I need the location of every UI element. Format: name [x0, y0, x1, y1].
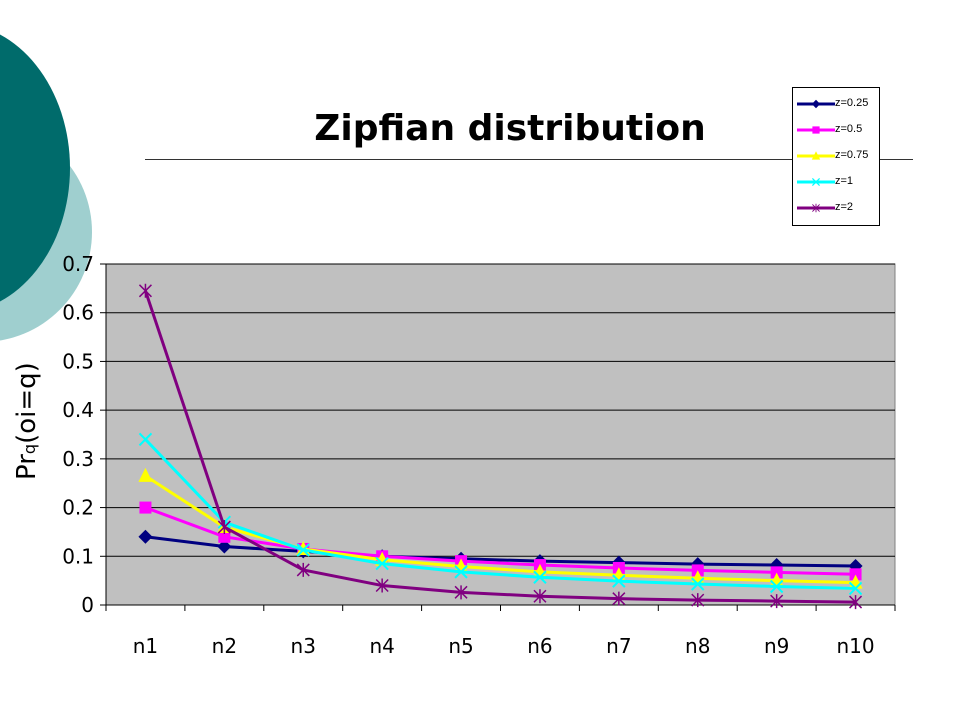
x-tick-label: n10	[836, 634, 874, 658]
legend-swatch	[797, 151, 835, 160]
y-tick-label: 0.6	[62, 301, 94, 325]
data-point	[454, 565, 468, 579]
data-point	[533, 570, 547, 584]
series-line	[144, 290, 856, 604]
y-axis-label: Prq(oi=q)	[12, 362, 42, 480]
data-point	[375, 556, 389, 571]
data-point	[217, 539, 232, 554]
y-axis-label-main: Pr	[12, 454, 42, 480]
legend-marker	[812, 203, 820, 213]
legend-item: z=0.75	[793, 144, 879, 168]
y-tick-label: 0.3	[62, 447, 94, 471]
legend-swatch	[797, 203, 835, 213]
data-point	[691, 593, 705, 608]
legend-label: z=0.25	[835, 97, 869, 109]
data-point	[375, 578, 389, 593]
y-tick-label: 0.1	[62, 544, 94, 568]
legend-label: z=2	[835, 201, 854, 213]
data-point	[849, 568, 862, 581]
data-point	[296, 562, 310, 577]
legend-marker	[811, 99, 821, 109]
legend-swatch	[797, 99, 835, 109]
y-axis-label-sub: q	[20, 443, 39, 455]
data-point	[612, 574, 626, 588]
legend-marker	[811, 151, 821, 160]
x-tick-label: n8	[685, 634, 710, 658]
data-point	[296, 543, 310, 557]
y-tick-label: 0.4	[62, 398, 94, 422]
series-line	[144, 474, 856, 585]
data-point	[612, 591, 626, 606]
legend-label: z=1	[835, 175, 854, 187]
data-point	[849, 595, 863, 610]
x-tick-label: n5	[448, 634, 473, 658]
data-point	[454, 585, 468, 600]
legend-item: z=0.5	[793, 118, 879, 142]
data-point	[770, 566, 783, 579]
data-point	[770, 594, 784, 609]
x-tick-label: n9	[764, 634, 789, 658]
x-tick-label: n6	[527, 634, 552, 658]
plot-area	[105, 263, 896, 606]
title-underline	[145, 159, 913, 160]
deco-circle-dark	[0, 34, 70, 302]
legend-label: z=0.5	[835, 123, 863, 135]
legend-item: z=2	[793, 196, 879, 220]
y-axis-label-rest: (oi=q)	[12, 362, 42, 444]
legend-swatch	[797, 177, 835, 187]
legend-label: z=0.75	[835, 149, 869, 161]
legend-item: z=1	[793, 170, 879, 194]
y-tick-label: 0.5	[62, 349, 94, 373]
data-point	[138, 432, 153, 447]
y-tick-label: 0.2	[62, 496, 94, 520]
legend-swatch	[797, 126, 835, 134]
data-point	[138, 529, 153, 544]
series-line	[144, 506, 856, 576]
data-point	[138, 283, 152, 298]
data-point	[533, 589, 547, 604]
series-line	[144, 438, 856, 590]
data-point	[139, 501, 152, 514]
data-point	[691, 577, 705, 591]
data-point	[769, 579, 784, 594]
x-tick-label: n2	[212, 634, 237, 658]
chart-legend: z=0.25 z=0.5 z=0.75 z=1 z=2	[792, 87, 880, 226]
legend-marker	[811, 177, 821, 187]
x-tick-label: n1	[133, 634, 158, 658]
legend-item: z=0.25	[793, 92, 879, 116]
x-tick-label: n7	[606, 634, 631, 658]
data-point	[217, 520, 231, 535]
chart-title: Zipfian distribution	[314, 108, 706, 149]
series-5	[138, 283, 863, 610]
data-point	[848, 581, 863, 596]
data-point	[218, 530, 231, 543]
x-tick-label: n3	[291, 634, 316, 658]
y-tick-label: 0.7	[62, 252, 94, 276]
legend-marker	[812, 126, 820, 134]
x-tick-label: n4	[369, 634, 394, 658]
y-tick-label: 0	[81, 593, 94, 617]
series-4	[138, 432, 863, 596]
data-point	[138, 467, 153, 482]
